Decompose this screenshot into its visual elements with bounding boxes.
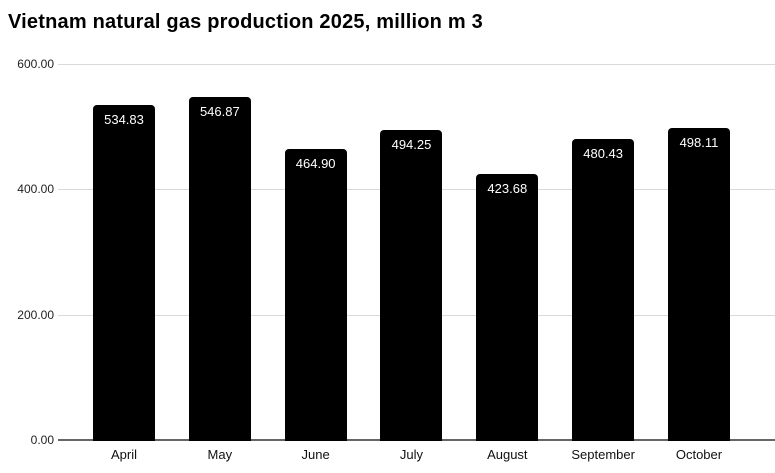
y-axis-tick-label: 0.00 [30,433,54,447]
bar: 534.83 [93,104,155,441]
y-gridline [58,64,775,65]
bar: 494.25 [380,130,443,441]
x-axis-category-label: October [675,447,723,462]
bar-value-label: 480.43 [583,145,624,161]
bar: 480.43 [572,138,635,441]
y-axis-tick-label: 400.00 [17,182,54,197]
bar: 464.90 [284,148,347,441]
y-axis-tick-label: 200.00 [17,307,54,322]
y-axis-tick-label: 600.00 [17,57,54,71]
bar-value-label: 494.25 [391,137,432,153]
x-axis-category-label: August [487,447,528,462]
chart-title: Vietnam natural gas production 2025, mil… [8,11,483,33]
x-axis-category-label: July [399,447,424,462]
bar-value-label: 498.11 [679,134,719,150]
bar: 423.68 [476,174,539,441]
x-axis-category-label: April [110,447,138,462]
bar-value-label: 534.83 [104,111,144,127]
bar: 498.11 [667,127,730,441]
x-axis-category-label: September [571,447,635,462]
x-axis-category-label: June [301,447,330,462]
bar-value-label: 546.87 [199,104,240,120]
bar-value-label: 464.90 [295,155,336,171]
x-axis-category-label: May [207,447,233,462]
bar-value-label: 423.68 [487,181,528,197]
bar: 546.87 [188,97,251,441]
